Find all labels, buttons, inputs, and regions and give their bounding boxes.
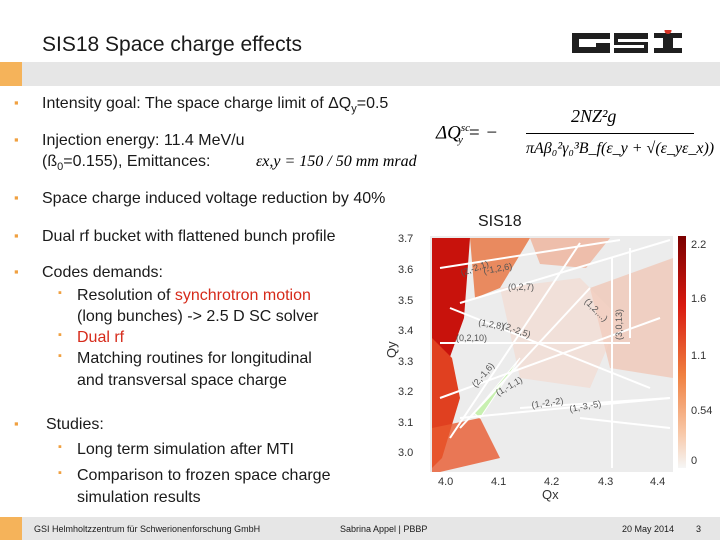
bullet-injection-beta: (ß0=0.155), Emittances: xyxy=(42,153,211,174)
bullet-marker: ▪ xyxy=(14,228,19,243)
svg-text:4.1: 4.1 xyxy=(491,476,506,488)
svg-text:(1,-2,-2): (1,-2,-2) xyxy=(531,396,564,410)
svg-text:(0,2,7): (0,2,7) xyxy=(508,282,534,292)
bullet-intensity-goal: Intensity goal: The space charge limit o… xyxy=(42,95,389,116)
resonance-lines xyxy=(439,239,671,468)
bullet-marker: ▪ xyxy=(14,132,19,147)
bullet-studies: Studies: xyxy=(46,416,104,433)
sub-bullet-marker: ▪ xyxy=(58,287,62,299)
slide-title: SIS18 Space charge effects xyxy=(42,33,302,56)
title-divider xyxy=(22,62,720,86)
svg-text:(-1,2,6): (-1,2,6) xyxy=(483,261,513,276)
tune-diagram: (2,-2,1) (-1,2,6) (0,2,7) (1,2,8) (2,-2,… xyxy=(384,233,712,502)
gsi-logo xyxy=(572,30,682,53)
sub-bullet-marker: ▪ xyxy=(58,441,62,453)
svg-text:4.4: 4.4 xyxy=(650,476,665,488)
svg-text:3.0: 3.0 xyxy=(398,447,413,459)
svg-text:4.0: 4.0 xyxy=(438,476,453,488)
colorbar xyxy=(678,236,686,468)
sub-bullet-resolution: Resolution of synchrotron motion xyxy=(77,287,311,304)
svg-text:(1,2,8): (1,2,8) xyxy=(478,317,505,331)
svg-text:0: 0 xyxy=(691,455,697,467)
bullet-injection-energy: Injection energy: 11.4 MeV/u xyxy=(42,132,245,149)
title-accent xyxy=(0,62,22,86)
bullet-codes-demands: Codes demands: xyxy=(42,264,163,281)
footer-date: 20 May 2014 xyxy=(622,524,675,534)
sub-bullet-marker: ▪ xyxy=(58,467,62,479)
sub-bullet-comparison: Comparison to frozen space charge xyxy=(77,467,331,484)
sub-bullet-long-term: Long term simulation after MTI xyxy=(77,441,294,458)
svg-text:1.1: 1.1 xyxy=(691,350,706,362)
svg-text:0.54: 0.54 xyxy=(691,405,712,417)
bullet-marker: ▪ xyxy=(14,95,19,110)
bullet-marker: ▪ xyxy=(14,416,19,431)
tune-shift-formula: ΔQscy = − 2NZ²g πAβ₀²γ₀³B_f(ε_y + √(ε_yε… xyxy=(436,106,715,157)
y-axis-label: Qy xyxy=(384,341,399,358)
svg-text:3.5: 3.5 xyxy=(398,295,413,307)
bullet-marker: ▪ xyxy=(14,190,19,205)
svg-text:4.3: 4.3 xyxy=(598,476,613,488)
x-axis-label: Qx xyxy=(542,487,559,502)
footer-author: Sabrina Appel | PBBP xyxy=(340,524,428,534)
colorbar-labels: 2.2 1.6 1.1 0.54 0 xyxy=(691,239,712,467)
sub-bullet-matching-cont: and transversal space charge xyxy=(77,372,287,389)
emittance-formula: εx,y = 150 / 50 mm mrad xyxy=(256,153,417,170)
svg-text:3.7: 3.7 xyxy=(398,233,413,245)
page-number: 3 xyxy=(696,524,702,534)
sub-bullet-dual-rf: Dual rf xyxy=(77,329,125,346)
plot-title: SIS18 xyxy=(478,213,522,230)
svg-text:3.6: 3.6 xyxy=(398,264,413,276)
svg-text:3.1: 3.1 xyxy=(398,417,413,429)
x-tick-labels: 4.0 4.1 4.2 4.3 4.4 xyxy=(438,476,665,488)
svg-text:(3,0,13): (3,0,13) xyxy=(614,309,624,340)
bullet-dual-rf: Dual rf bucket with flattened bunch prof… xyxy=(42,228,336,245)
svg-text:3.3: 3.3 xyxy=(398,356,413,368)
sub-bullet-matching: Matching routines for longitudinal xyxy=(77,350,312,367)
footer-bar xyxy=(22,517,720,540)
svg-text:3.2: 3.2 xyxy=(398,386,413,398)
svg-text:1.6: 1.6 xyxy=(691,293,706,305)
svg-text:4.2: 4.2 xyxy=(544,476,559,488)
svg-text:3.4: 3.4 xyxy=(398,325,413,337)
y-tick-labels: 3.7 3.6 3.5 3.4 3.3 3.2 3.1 3.0 xyxy=(398,233,413,459)
svg-text:(0,2,10): (0,2,10) xyxy=(456,333,487,343)
footer-accent xyxy=(0,517,22,540)
bullet-voltage-reduction: Space charge induced voltage reduction b… xyxy=(42,190,386,207)
svg-text:2.2: 2.2 xyxy=(691,239,706,251)
footer-institution: GSI Helmholtzzentrum für Schwerionenfors… xyxy=(34,524,261,534)
sub-bullet-marker: ▪ xyxy=(58,350,62,362)
sub-bullet-resolution-cont: (long bunches) -> 2.5 D SC solver xyxy=(77,308,319,325)
sub-bullet-marker: ▪ xyxy=(58,329,62,341)
sub-bullet-comparison-cont: simulation results xyxy=(77,489,201,506)
bullet-marker: ▪ xyxy=(14,264,19,279)
